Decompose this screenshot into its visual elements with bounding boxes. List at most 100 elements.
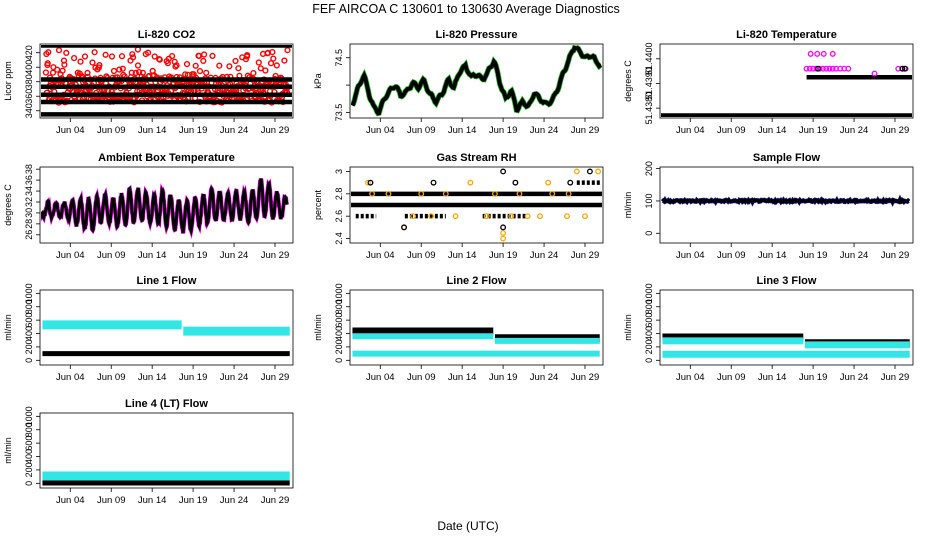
data-point xyxy=(516,190,523,197)
data-point xyxy=(418,190,425,197)
data-point xyxy=(257,65,264,72)
y-tick-label: 36 xyxy=(24,175,34,185)
x-tick-label: Jun 19 xyxy=(489,372,518,383)
data-point xyxy=(209,52,216,60)
x-tick-label: Jun 09 xyxy=(717,372,746,383)
x-tick-label: Jun 19 xyxy=(489,125,518,136)
x-tick-label: Jun 24 xyxy=(530,250,559,261)
data-point xyxy=(91,49,98,56)
data-point xyxy=(483,213,490,220)
x-tick-label: Jun 14 xyxy=(758,372,787,383)
series-excursions-black xyxy=(815,65,908,72)
series-line-1-cyan xyxy=(42,320,290,336)
y-tick-label: 51.4390 xyxy=(644,67,654,100)
series-line-2-cyan xyxy=(352,333,600,357)
x-tick-label: Jun 09 xyxy=(97,372,126,383)
x-tick-label: Jun 09 xyxy=(717,125,746,136)
y-tick-label: 2.6 xyxy=(334,210,344,223)
data-point xyxy=(183,60,191,68)
x-tick-label: Jun 04 xyxy=(676,250,705,261)
y-tick-label: 74.5 xyxy=(334,49,344,67)
y-tick-label: 800 xyxy=(334,299,344,314)
x-tick-label: Jun 04 xyxy=(56,495,85,506)
x-tick-label: Jun 29 xyxy=(881,250,910,261)
x-tick-label: Jun 19 xyxy=(799,250,828,261)
y-tick-label: 380 xyxy=(24,74,34,89)
x-tick-label: Jun 29 xyxy=(261,372,290,383)
data-point xyxy=(823,65,830,72)
data-point xyxy=(200,57,207,65)
panel-licor_temp: Li-820 Temperature degrees C 51.438051.439… xyxy=(623,29,914,136)
series-rh-black-pts xyxy=(367,168,593,231)
x-tick-label: Jun 14 xyxy=(138,372,167,383)
data-point xyxy=(132,69,139,77)
y-tick-label: 32 xyxy=(24,197,34,207)
plot-area xyxy=(661,194,911,208)
y-tick-label: 3 xyxy=(334,169,344,174)
panel-ylabel: ml/min xyxy=(3,437,13,464)
data-point xyxy=(262,67,269,74)
x-tick-label: Jun 04 xyxy=(56,372,85,383)
series-line xyxy=(351,45,602,116)
data-point xyxy=(820,50,827,57)
y-tick-label: 100 xyxy=(644,193,654,208)
data-point xyxy=(119,65,126,72)
data-point xyxy=(428,213,435,220)
data-point xyxy=(512,179,519,186)
y-tick-label: 0 xyxy=(644,358,654,363)
plot-area xyxy=(41,178,289,240)
x-tick-label: Jun 19 xyxy=(179,495,208,506)
data-point xyxy=(96,61,103,69)
data-point xyxy=(84,69,91,77)
x-tick-label: Jun 09 xyxy=(407,372,436,383)
panel-ylabel: Licor ppm xyxy=(3,61,13,101)
data-point xyxy=(365,179,371,186)
panel-ylabel: ml/min xyxy=(623,192,633,219)
x-tick-label: Jun 09 xyxy=(717,250,746,261)
data-point xyxy=(134,62,142,69)
data-point xyxy=(128,69,135,76)
panel-sample_flow: Sample Flow ml/min 0 100 200 Jun 04 Jun 09 Jun … xyxy=(623,152,914,261)
data-point xyxy=(467,179,474,186)
y-tick-label: 400 xyxy=(644,326,654,341)
y-tick-label: 0 xyxy=(644,231,654,236)
data-point xyxy=(573,168,580,175)
y-tick-label: 28 xyxy=(24,219,34,229)
x-tick-label: Jun 19 xyxy=(179,125,208,136)
panel-frame xyxy=(659,166,914,244)
data-point xyxy=(129,51,136,58)
panel-ylabel: kPa xyxy=(313,73,323,89)
data-point xyxy=(235,65,242,72)
data-point xyxy=(77,58,84,65)
data-point xyxy=(826,65,833,72)
y-tick-label: 0 xyxy=(24,481,34,486)
data-point xyxy=(442,190,449,197)
data-point xyxy=(203,69,210,76)
data-point xyxy=(500,229,507,236)
y-tick-label: 600 xyxy=(24,436,34,451)
x-tick-label: Jun 14 xyxy=(138,125,167,136)
y-tick-label: 200 xyxy=(334,339,344,354)
panel-rh: Gas Stream RH percent 2.4 2.6 2.8 3 Jun 04 Jun … xyxy=(313,152,604,261)
panel-frame xyxy=(39,43,294,119)
y-tick-label: 0 xyxy=(334,358,344,363)
y-tick-label: 200 xyxy=(24,462,34,477)
panel-ylabel: degrees C xyxy=(623,60,633,102)
data-point xyxy=(145,49,152,56)
data-point xyxy=(59,67,66,74)
y-tick-label: 400 xyxy=(24,326,34,341)
data-point xyxy=(595,168,602,175)
data-point xyxy=(500,224,507,231)
data-point xyxy=(49,69,57,76)
y-tick-label: 1000 xyxy=(24,406,34,426)
y-tick-label: 200 xyxy=(644,161,654,176)
plot-area xyxy=(41,45,292,117)
x-tick-label: Jun 19 xyxy=(179,372,208,383)
panel-title: Line 2 Flow xyxy=(447,275,507,287)
data-point xyxy=(89,59,96,66)
y-tick-label: 600 xyxy=(24,313,34,328)
x-tick-label: Jun 24 xyxy=(220,495,249,506)
data-point xyxy=(169,52,176,60)
